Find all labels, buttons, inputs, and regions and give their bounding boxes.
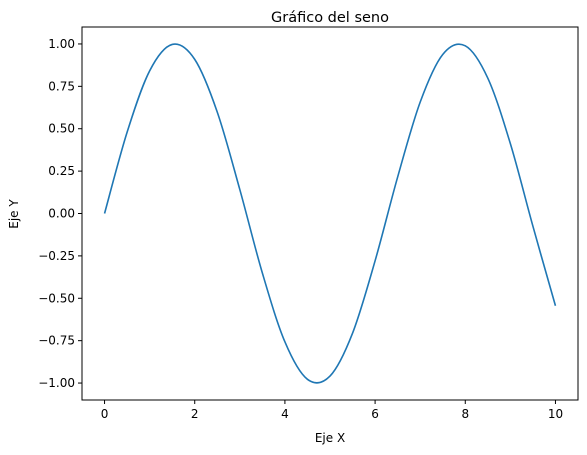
y-tick-label: 0.25 <box>48 164 75 178</box>
x-tick-label: 10 <box>548 407 563 421</box>
chart-title: Gráfico del seno <box>271 10 389 26</box>
x-tick-label: 4 <box>281 407 289 421</box>
y-tick-label: 0.75 <box>48 79 75 93</box>
x-tick-label: 6 <box>371 407 379 421</box>
x-axis-label: Eje X <box>315 431 345 445</box>
y-tick-label: −0.75 <box>38 334 75 348</box>
y-tick-label: 0.00 <box>48 207 75 221</box>
y-tick-label: 0.50 <box>48 122 75 136</box>
y-tick-label: 1.00 <box>48 37 75 51</box>
plot-area <box>82 27 578 400</box>
x-tick-label: 2 <box>191 407 199 421</box>
series-line <box>103 43 557 384</box>
x-tick-label: 0 <box>101 407 109 421</box>
y-axis-ticks: −1.00 −0.75 −0.50 −0.25 0.00 0.25 0.50 0.75 1.00 <box>38 37 82 390</box>
x-axis-ticks: 0 2 4 6 8 10 <box>101 400 563 421</box>
x-tick-label: 8 <box>461 407 469 421</box>
y-tick-label: −0.50 <box>38 291 75 305</box>
y-tick-label: −0.25 <box>38 249 75 263</box>
y-tick-label: −1.00 <box>38 376 75 390</box>
chart-marks <box>103 43 557 384</box>
y-axis-label: Eje Y <box>7 199 21 229</box>
